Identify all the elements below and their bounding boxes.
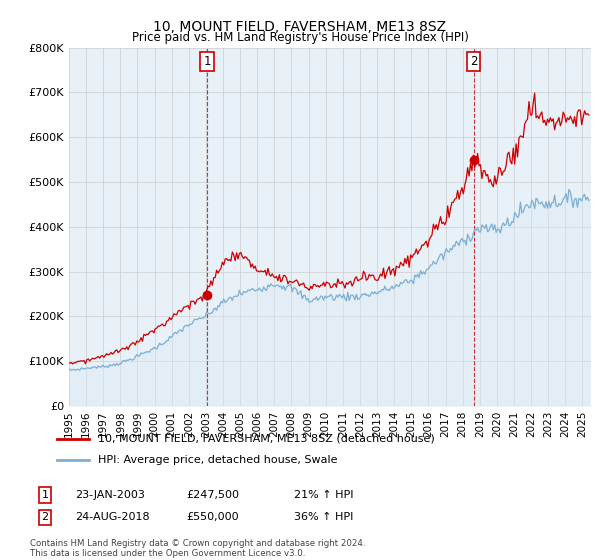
- Text: 21% ↑ HPI: 21% ↑ HPI: [294, 490, 353, 500]
- Text: This data is licensed under the Open Government Licence v3.0.: This data is licensed under the Open Gov…: [30, 549, 305, 558]
- Text: 10, MOUNT FIELD, FAVERSHAM, ME13 8SZ: 10, MOUNT FIELD, FAVERSHAM, ME13 8SZ: [154, 20, 446, 34]
- Text: £550,000: £550,000: [186, 512, 239, 522]
- Text: 1: 1: [203, 55, 211, 68]
- Text: 24-AUG-2018: 24-AUG-2018: [75, 512, 149, 522]
- Text: 10, MOUNT FIELD, FAVERSHAM, ME13 8SZ (detached house): 10, MOUNT FIELD, FAVERSHAM, ME13 8SZ (de…: [97, 434, 434, 444]
- Text: £247,500: £247,500: [186, 490, 239, 500]
- Text: 2: 2: [41, 512, 49, 522]
- Text: 1: 1: [41, 490, 49, 500]
- Text: Price paid vs. HM Land Registry's House Price Index (HPI): Price paid vs. HM Land Registry's House …: [131, 31, 469, 44]
- Text: 2: 2: [470, 55, 478, 68]
- Text: Contains HM Land Registry data © Crown copyright and database right 2024.: Contains HM Land Registry data © Crown c…: [30, 539, 365, 548]
- Text: 36% ↑ HPI: 36% ↑ HPI: [294, 512, 353, 522]
- Text: 23-JAN-2003: 23-JAN-2003: [75, 490, 145, 500]
- Text: HPI: Average price, detached house, Swale: HPI: Average price, detached house, Swal…: [97, 455, 337, 465]
